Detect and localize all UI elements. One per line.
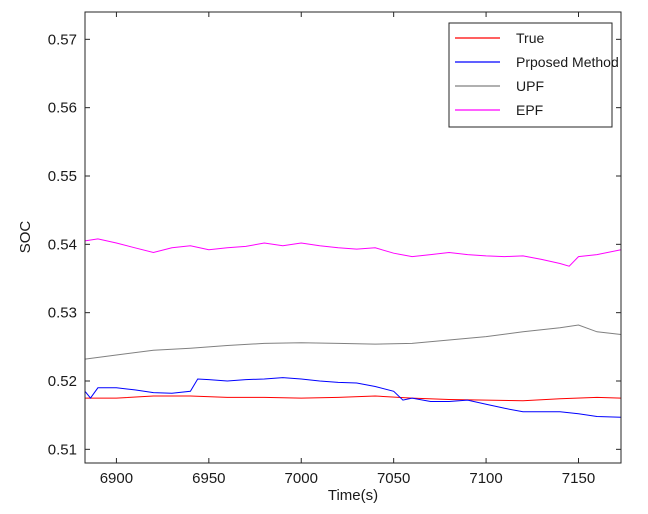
x-tick-label: 6950 [192,470,225,487]
y-tick-label: 0.51 [48,441,77,458]
x-axis-label: Time(s) [328,487,378,504]
x-tick-label: 7050 [377,470,410,487]
x-tick-label: 6900 [100,470,133,487]
legend-label-2: UPF [516,78,544,94]
legend: True Prposed Method UPF EPF [448,22,619,128]
series-line-1 [84,377,622,418]
legend-label-1: Prposed Method [516,54,619,70]
y-tick-label: 0.57 [48,31,77,48]
x-tick-label: 7000 [285,470,318,487]
legend-label-3: EPF [516,102,543,118]
y-tick-label: 0.54 [48,236,77,253]
y-axis-label: SOC [17,221,34,254]
legend-label-0: True [516,30,544,46]
y-tick-label: 0.56 [48,100,77,117]
series-layer [84,238,622,418]
x-tick-label: 7150 [562,470,595,487]
y-tick-label: 0.52 [48,373,77,390]
tick-layer: 6900 6950 7000 7050 7100 7150 0.51 0.52 0.53 0.54… [48,12,621,487]
y-tick-label: 0.53 [48,305,77,322]
plot-frame [84,11,622,464]
x-tick-label: 7100 [469,470,502,487]
y-tick-label: 0.55 [48,168,77,185]
series-line-3 [84,238,622,267]
series-line-2 [84,324,622,360]
series-line-0 [85,395,622,402]
